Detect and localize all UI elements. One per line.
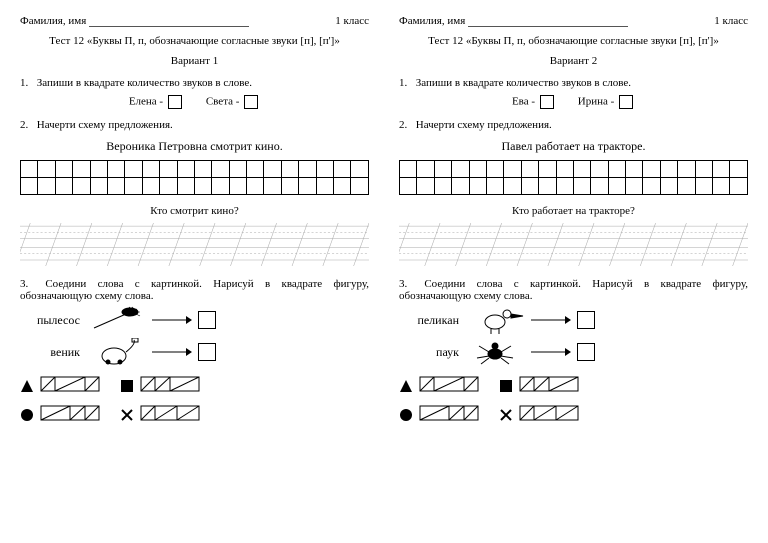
pelican-icon [465, 306, 525, 334]
task-1: 1. Запиши в квадрате количество звуков в… [399, 77, 748, 109]
variant-label: Вариант 1 [20, 55, 369, 67]
shape-item [20, 376, 100, 395]
scheme-boxes [140, 405, 200, 424]
triangle-icon [399, 379, 413, 393]
task-3-text: Соедини слова с картинкой. Нарисуй в ква… [20, 278, 369, 302]
square-icon [120, 379, 134, 393]
shape-item [20, 405, 100, 424]
match-word-1: пеликан [399, 313, 459, 328]
task-1-words: Ева - Ирина - [399, 95, 748, 109]
page: Фамилия, имя 1 класс Тест 12 «Буквы П, п… [20, 15, 748, 434]
answer-box[interactable] [168, 95, 182, 109]
variant-2: Фамилия, имя 1 класс Тест 12 «Буквы П, п… [399, 15, 748, 434]
task-number: 1. [20, 77, 34, 89]
answer-box[interactable] [198, 343, 216, 361]
name-header: Фамилия, имя 1 класс [399, 15, 748, 27]
scheme-boxes [40, 376, 100, 395]
match-word-2: веник [20, 345, 80, 360]
shape-item [120, 405, 200, 424]
variant-1: Фамилия, имя 1 класс Тест 12 «Буквы П, п… [20, 15, 369, 434]
circle-icon [399, 408, 413, 422]
word-2-label: Света - [206, 96, 240, 108]
task-number: 3. [20, 278, 34, 290]
task-number: 1. [399, 77, 413, 89]
shape-row-2 [20, 405, 369, 424]
brush-icon [86, 306, 146, 334]
shape-row-1 [399, 376, 748, 395]
variant-label: Вариант 2 [399, 55, 748, 67]
cross-icon [120, 408, 134, 422]
answer-box[interactable] [198, 311, 216, 329]
task-number: 3. [399, 278, 413, 290]
answer-box[interactable] [577, 311, 595, 329]
match-row: веник [20, 338, 369, 366]
task-number: 2. [20, 119, 34, 131]
grade-label: 1 класс [714, 15, 748, 27]
scheme-boxes [419, 376, 479, 395]
scheme-boxes [40, 405, 100, 424]
shape-row-1 [20, 376, 369, 395]
square-icon [499, 379, 513, 393]
match-word-1: пылесос [20, 313, 80, 328]
writing-lines[interactable] [399, 223, 748, 266]
word-1-label: Елена - [129, 96, 163, 108]
match-row: пеликан [399, 306, 748, 334]
test-title: Тест 12 «Буквы П, п, обозначающие соглас… [20, 35, 369, 47]
sentence-1: Вероника Петровна смотрит кино. [20, 139, 369, 154]
scheme-boxes [519, 405, 579, 424]
cross-icon [499, 408, 513, 422]
writing-lines[interactable] [20, 223, 369, 266]
shape-item [120, 376, 200, 395]
answer-box[interactable] [244, 95, 258, 109]
name-label: Фамилия, имя [20, 15, 86, 27]
answer-box[interactable] [619, 95, 633, 109]
task-3: 3. Соедини слова с картинкой. Нарисуй в … [399, 278, 748, 424]
vacuum-icon [86, 338, 146, 366]
sentence-2: Павел работает на тракторе. [399, 139, 748, 154]
name-label: Фамилия, имя [399, 15, 465, 27]
task-2-text: Начерти схему предложения. [416, 119, 552, 131]
scheme-boxes [519, 376, 579, 395]
spider-icon [465, 338, 525, 366]
arrow-icon [531, 346, 571, 358]
task-1-words: Елена - Света - [20, 95, 369, 109]
task-2: 2. Начерти схему предложения. Павел рабо… [399, 119, 748, 266]
match-row: пылесос [20, 306, 369, 334]
task-3: 3. Соедини слова с картинкой. Нарисуй в … [20, 278, 369, 424]
arrow-icon [531, 314, 571, 326]
word-2-label: Ирина - [578, 96, 615, 108]
match-word-2: паук [399, 345, 459, 360]
task-1: 1. Запиши в квадрате количество звуков в… [20, 77, 369, 109]
triangle-icon [20, 379, 34, 393]
grade-label: 1 класс [335, 15, 369, 27]
arrow-icon [152, 346, 192, 358]
test-title: Тест 12 «Буквы П, п, обозначающие соглас… [399, 35, 748, 47]
shape-item [399, 376, 479, 395]
answer-grid[interactable] [20, 160, 369, 195]
task-1-text: Запиши в квадрате количество звуков в сл… [416, 77, 631, 89]
task-3-text: Соедини слова с картинкой. Нарисуй в ква… [399, 278, 748, 302]
circle-icon [20, 408, 34, 422]
shape-row-2 [399, 405, 748, 424]
answer-box[interactable] [540, 95, 554, 109]
task-2: 2. Начерти схему предложения. Вероника П… [20, 119, 369, 266]
task-2-text: Начерти схему предложения. [37, 119, 173, 131]
answer-box[interactable] [577, 343, 595, 361]
name-header: Фамилия, имя 1 класс [20, 15, 369, 27]
word-1-label: Ева - [512, 96, 535, 108]
task-1-text: Запиши в квадрате количество звуков в сл… [37, 77, 252, 89]
answer-grid[interactable] [399, 160, 748, 195]
question-2: Кто работает на тракторе? [399, 205, 748, 217]
name-blank[interactable] [89, 16, 249, 27]
scheme-boxes [419, 405, 479, 424]
question-1: Кто смотрит кино? [20, 205, 369, 217]
shape-item [399, 405, 479, 424]
task-number: 2. [399, 119, 413, 131]
shape-item [499, 376, 579, 395]
scheme-boxes [140, 376, 200, 395]
shape-item [499, 405, 579, 424]
arrow-icon [152, 314, 192, 326]
name-blank[interactable] [468, 16, 628, 27]
match-row: паук [399, 338, 748, 366]
